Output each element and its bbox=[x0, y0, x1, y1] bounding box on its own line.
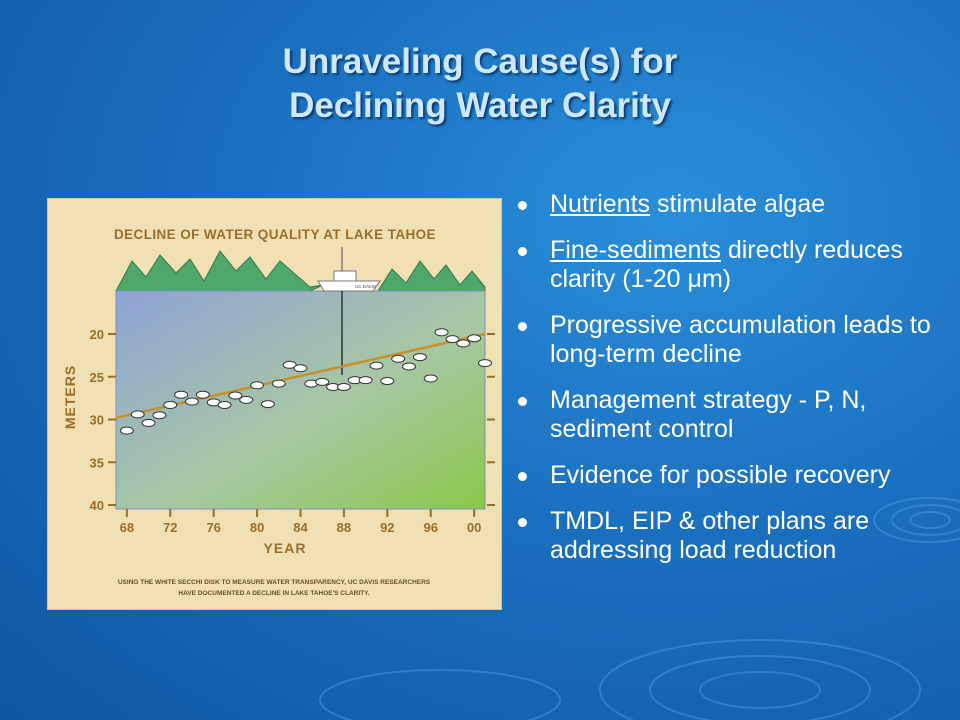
data-point bbox=[184, 397, 199, 406]
data-point bbox=[391, 354, 406, 363]
boat-label: UC DAVIS bbox=[355, 284, 376, 289]
bullet-text: TMDL, EIP & other plans are addressing l… bbox=[550, 507, 870, 564]
chart-caption-line-1: USING THE WHITE SECCHI DISK TO MEASURE W… bbox=[118, 579, 431, 586]
bullet-underlined-term: Fine-sediments bbox=[550, 236, 721, 264]
x-axis-label: YEAR bbox=[264, 540, 307, 556]
data-point bbox=[456, 339, 471, 348]
chart-svg: DECLINE OF WATER QUALITY AT LAKE TAHOE U… bbox=[62, 227, 495, 597]
data-point bbox=[282, 360, 297, 369]
chart-caption-line-2: HAVE DOCUMENTED A DECLINE IN LAKE TAHOE'… bbox=[178, 590, 369, 597]
y-axis-label: METERS bbox=[62, 365, 78, 429]
bullet-text: Evidence for possible recovery bbox=[550, 461, 891, 489]
y-tick-label: 20 bbox=[90, 327, 104, 342]
bullet-underlined-term: Nutrients bbox=[550, 190, 651, 218]
data-point bbox=[445, 335, 460, 344]
data-point bbox=[271, 379, 286, 388]
bullet-dot-icon bbox=[518, 518, 527, 527]
data-point bbox=[217, 400, 232, 409]
data-point bbox=[369, 361, 384, 370]
x-tick-label: 92 bbox=[380, 520, 394, 535]
mountain-silhouette bbox=[115, 250, 486, 292]
research-boat-icon: UC DAVIS bbox=[317, 247, 381, 292]
bullet-text: stimulate algae bbox=[650, 190, 826, 218]
bullet-text: Progressive accumulation leads to long-t… bbox=[550, 311, 931, 368]
bullet-dot-icon bbox=[518, 247, 527, 256]
data-point bbox=[250, 381, 265, 390]
data-point bbox=[293, 364, 308, 373]
data-point bbox=[380, 377, 395, 386]
data-point bbox=[478, 359, 492, 368]
x-tick-label: 84 bbox=[293, 520, 308, 535]
data-point bbox=[402, 362, 417, 371]
slide-title-line-2: Declining Water Clarity bbox=[289, 86, 671, 125]
slide-title-line-1: Unraveling Cause(s) for bbox=[282, 42, 678, 81]
y-tick-label: 35 bbox=[90, 455, 104, 470]
bullet-dot-icon bbox=[518, 322, 527, 331]
bullet-dot-icon bbox=[518, 397, 527, 406]
bullet-dot-icon bbox=[518, 472, 527, 481]
data-point bbox=[239, 395, 254, 404]
data-point bbox=[195, 390, 210, 399]
bullet-item: Management strategy - P, N, sediment con… bbox=[512, 386, 932, 444]
chart-title: DECLINE OF WATER QUALITY AT LAKE TAHOE bbox=[114, 227, 436, 242]
data-point bbox=[163, 400, 178, 409]
trend-line bbox=[115, 332, 486, 420]
data-point bbox=[358, 376, 373, 385]
x-tick-label: 00 bbox=[467, 520, 481, 535]
data-point bbox=[152, 411, 167, 420]
bullet-text: Management strategy - P, N, sediment con… bbox=[550, 386, 867, 443]
x-tick-label: 96 bbox=[424, 520, 438, 535]
data-point bbox=[141, 418, 156, 427]
data-point bbox=[467, 334, 482, 343]
bullet-text: directly reduces clarity (1-20 μm) bbox=[550, 236, 903, 293]
bullet-item: Fine-sediments directly reduces clarity … bbox=[512, 236, 932, 294]
x-tick-label: 88 bbox=[337, 520, 351, 535]
data-point bbox=[130, 410, 145, 419]
x-tick-label: 72 bbox=[163, 520, 177, 535]
x-tick-label: 68 bbox=[120, 520, 134, 535]
y-tick-label: 25 bbox=[90, 370, 104, 385]
data-point bbox=[336, 383, 351, 392]
water-area bbox=[115, 290, 486, 510]
y-tick-label: 30 bbox=[90, 413, 104, 428]
data-point bbox=[119, 426, 134, 435]
bullet-item: Progressive accumulation leads to long-t… bbox=[512, 311, 932, 369]
data-point bbox=[315, 377, 330, 386]
x-tick-label: 76 bbox=[206, 520, 220, 535]
x-tick-label: 80 bbox=[250, 520, 264, 535]
bullet-item: Nutrients stimulate algae bbox=[512, 190, 932, 219]
data-point bbox=[412, 353, 427, 362]
bullet-item: TMDL, EIP & other plans are addressing l… bbox=[512, 507, 932, 565]
bullet-dot-icon bbox=[518, 201, 527, 210]
slide-title: Unraveling Cause(s) for Declining Water … bbox=[0, 40, 960, 128]
data-point bbox=[174, 390, 189, 399]
data-point bbox=[260, 400, 275, 409]
data-point bbox=[423, 374, 438, 383]
data-point bbox=[434, 328, 449, 337]
data-point bbox=[228, 391, 243, 400]
lake-tahoe-chart: DECLINE OF WATER QUALITY AT LAKE TAHOE U… bbox=[47, 198, 502, 610]
bullet-item: Evidence for possible recovery bbox=[512, 461, 932, 490]
y-tick-label: 40 bbox=[90, 498, 104, 513]
bullet-list: Nutrients stimulate algae Fine-sediments… bbox=[512, 190, 932, 582]
